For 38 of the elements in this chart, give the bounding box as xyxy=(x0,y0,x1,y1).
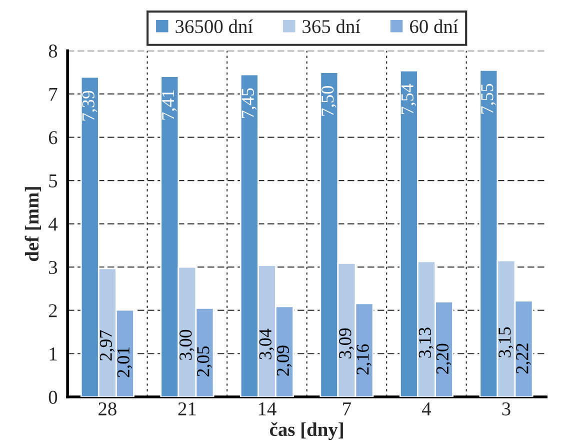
y-tick-label: 8 xyxy=(48,44,58,58)
x-tick-label: 4 xyxy=(422,402,432,416)
y-tick-label: 5 xyxy=(49,174,58,188)
y-tick-label: 2 xyxy=(48,304,57,318)
data-label: 3,00 xyxy=(180,330,194,360)
data-label: 7,50 xyxy=(322,86,336,116)
x-tick-label: 14 xyxy=(258,402,276,416)
y-tick-label: 4 xyxy=(48,218,58,231)
data-label: 7,41 xyxy=(162,90,177,120)
y-tick-label: 7 xyxy=(49,88,58,101)
legend-label: 60 dní xyxy=(410,19,458,34)
legend-label: 36500 dní xyxy=(176,19,253,34)
x-tick-label: 3 xyxy=(502,402,510,416)
data-label: 2,20 xyxy=(436,344,452,374)
data-label: 2,22 xyxy=(516,344,531,374)
data-label: 3,09 xyxy=(339,328,354,358)
data-label: 2,09 xyxy=(276,346,292,376)
data-label: 7,39 xyxy=(82,90,98,120)
data-label: 3,15 xyxy=(498,327,514,358)
data-label: 2,16 xyxy=(356,344,372,375)
y-axis-title: def [mm] xyxy=(24,187,42,262)
data-label: 3,04 xyxy=(259,328,274,360)
y-tick-label: 6 xyxy=(48,131,58,144)
x-tick-label: 7 xyxy=(343,402,352,416)
data-label: 7,45 xyxy=(242,88,257,118)
data-label: 2,05 xyxy=(197,346,212,376)
y-tick-label: 1 xyxy=(50,348,57,360)
data-label: 7,54 xyxy=(401,84,416,114)
legend-label: 365 dní xyxy=(302,19,360,34)
data-label: 3,13 xyxy=(418,328,434,358)
data-label: 2,97 xyxy=(100,330,115,360)
x-axis-title: čas [dny] xyxy=(270,422,343,440)
data-label: 2,01 xyxy=(117,347,132,378)
y-tick-label: 3 xyxy=(49,260,58,274)
x-tick-label: 28 xyxy=(98,402,116,416)
data-label: 7,55 xyxy=(481,84,496,114)
y-tick-label: 0 xyxy=(48,390,58,404)
x-tick-label: 21 xyxy=(178,402,196,416)
